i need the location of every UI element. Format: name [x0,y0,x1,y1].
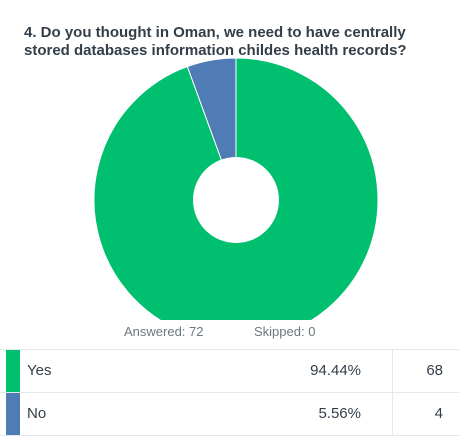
donut-chart [93,57,379,320]
answer-label: No [27,405,47,422]
table-row: No 5.56% 4 [0,392,459,436]
column-divider [392,350,393,392]
answer-label: Yes [27,362,52,379]
donut-hole [193,157,279,243]
results-table: Yes 94.44% 68 No 5.56% 4 [0,349,459,436]
column-divider [392,393,393,435]
legend-swatch-no [6,393,20,435]
answer-percent: 94.44% [310,362,361,379]
response-summary: Answered: 72 Skipped: 0 [0,324,459,342]
answered-count: Answered: 72 [124,324,204,339]
table-row: Yes 94.44% 68 [0,349,459,392]
answer-count: 68 [426,362,443,379]
legend-swatch-yes [6,350,20,392]
pie-slice-yes [93,57,379,320]
question-title: 4. Do you thought in Oman, we need to ha… [24,24,407,59]
answer-percent: 5.56% [318,405,361,422]
answer-count: 4 [434,405,443,422]
skipped-count: Skipped: 0 [254,324,316,339]
